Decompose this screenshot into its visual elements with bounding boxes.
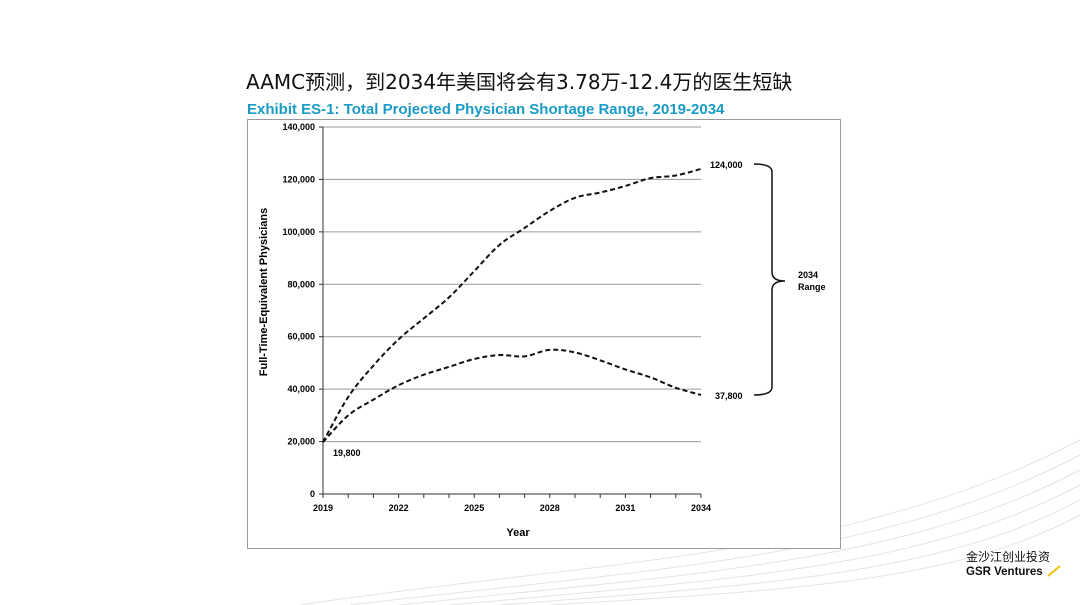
logo-chinese: 金沙江创业投资 bbox=[966, 550, 1051, 564]
y-tick-label: 40,000 bbox=[287, 384, 315, 394]
x-tick-label: 2034 bbox=[691, 503, 711, 513]
y-tick-label: 20,000 bbox=[287, 437, 315, 447]
start-label: 19,800 bbox=[333, 448, 361, 458]
y-axis-label: Full-Time-Equivalent Physicians bbox=[258, 208, 270, 377]
x-tick-label: 2028 bbox=[540, 503, 560, 513]
low-end-label: 37,800 bbox=[715, 391, 743, 401]
x-tick-label: 2031 bbox=[615, 503, 635, 513]
series-line-high bbox=[322, 167, 702, 443]
y-tick-label: 80,000 bbox=[287, 279, 315, 289]
range-label-year: 2034 bbox=[798, 270, 818, 280]
y-tick-label: 100,000 bbox=[282, 227, 315, 237]
chart-frame bbox=[247, 119, 841, 549]
chart-title: Exhibit ES-1: Total Projected Physician … bbox=[247, 101, 725, 118]
y-tick-label: 140,000 bbox=[282, 122, 315, 132]
series-line-low bbox=[322, 348, 702, 443]
x-tick-label: 2022 bbox=[389, 503, 409, 513]
gsr-logo: 金沙江创业投资 GSR Ventures bbox=[966, 548, 1062, 578]
logo-slash-icon bbox=[1047, 565, 1061, 577]
high-end-label: 124,000 bbox=[710, 160, 743, 170]
y-tick-label: 120,000 bbox=[282, 174, 315, 184]
y-tick-label: 0 bbox=[310, 489, 315, 499]
logo-english: GSR Ventures bbox=[966, 565, 1062, 578]
x-tick-label: 2019 bbox=[313, 503, 333, 513]
y-tick-label: 60,000 bbox=[287, 332, 315, 342]
range-label-word: Range bbox=[798, 282, 826, 292]
x-axis-label: Year bbox=[506, 527, 530, 539]
x-tick-label: 2025 bbox=[464, 503, 484, 513]
slide-title: AAMC预测，到2034年美国将会有3.78万-12.4万的医生短缺 bbox=[246, 70, 793, 94]
range-bracket bbox=[753, 163, 786, 396]
